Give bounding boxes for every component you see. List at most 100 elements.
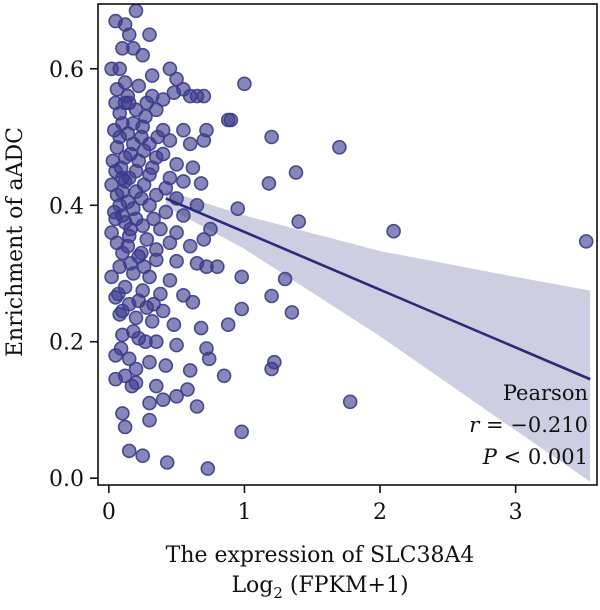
data-point: [201, 351, 217, 367]
data-point: [162, 235, 178, 251]
data-point: [182, 238, 198, 254]
data-point: [234, 424, 249, 440]
y-tick-label: 0.2: [49, 331, 84, 356]
data-point: [109, 82, 125, 97]
data-point: [134, 191, 149, 206]
data-point: [128, 163, 144, 179]
data-point: [134, 129, 149, 145]
data-point: [169, 253, 184, 269]
data-point: [144, 313, 160, 329]
data-point: [107, 122, 122, 138]
points-layer: [104, 3, 594, 476]
annotation-p-value: < 0.001: [497, 445, 588, 469]
data-point: [162, 272, 178, 288]
data-point: [284, 305, 300, 320]
data-point: [149, 102, 164, 118]
annotation-p: P < 0.001: [482, 445, 588, 469]
data-point: [182, 363, 198, 378]
data-point: [121, 351, 137, 367]
x-tick-label: 0: [102, 500, 116, 525]
data-point: [115, 303, 130, 319]
data-point: [128, 361, 144, 377]
data-point: [196, 88, 212, 104]
data-point: [111, 286, 126, 302]
regression-line: [165, 197, 591, 381]
data-point: [138, 109, 153, 124]
data-point: [578, 234, 594, 249]
x-tick-label: 1: [237, 500, 251, 525]
data-point: [185, 160, 201, 175]
data-point: [104, 269, 119, 285]
data-point: [123, 255, 138, 271]
data-point: [220, 317, 236, 333]
x-axis-log-subscript: 2: [273, 584, 283, 602]
annotation-r: r = −0.210: [469, 413, 588, 437]
data-point: [166, 317, 182, 333]
data-point: [180, 382, 195, 397]
ticks-layer: 0 1 2 3 0.0 0.2 0.4 0.6: [49, 58, 523, 525]
data-point: [109, 187, 125, 203]
data-point: [386, 223, 401, 239]
x-axis-title-line1: The expression of SLC38A4: [166, 543, 475, 568]
data-point: [136, 177, 152, 193]
data-point: [216, 368, 232, 384]
data-point: [237, 76, 252, 92]
data-point: [128, 3, 144, 19]
data-point: [158, 180, 174, 196]
data-point: [142, 395, 157, 411]
data-point: [169, 337, 184, 353]
data-point: [142, 354, 157, 370]
data-point: [120, 126, 136, 141]
data-point: [261, 176, 277, 191]
data-point: [166, 85, 182, 100]
data-point: [234, 301, 249, 317]
confidence-band: [165, 190, 591, 482]
data-point: [189, 399, 205, 414]
data-point: [136, 143, 152, 158]
regression-line-layer: [165, 197, 591, 381]
data-point: [120, 238, 136, 254]
data-point: [176, 122, 191, 138]
data-point: [142, 412, 157, 428]
annotation-p-symbol: P: [482, 445, 498, 469]
data-point: [162, 61, 178, 77]
data-point: [155, 92, 171, 107]
y-tick-label: 0.4: [49, 194, 84, 219]
data-point: [115, 406, 130, 421]
data-point: [203, 221, 218, 237]
data-point: [342, 394, 358, 410]
data-point: [169, 71, 184, 87]
data-point: [153, 221, 168, 237]
data-point: [266, 354, 282, 370]
data-point: [277, 271, 293, 287]
data-point: [126, 324, 141, 339]
data-point: [109, 140, 125, 155]
annotation-label: Pearson: [503, 381, 588, 405]
data-point: [230, 201, 245, 216]
data-point: [153, 286, 168, 302]
plot-frame: [97, 3, 598, 486]
data-point: [128, 310, 144, 326]
data-point: [264, 129, 279, 145]
data-point: [131, 293, 146, 309]
data-point: [131, 78, 146, 94]
data-point: [115, 208, 130, 223]
data-point: [169, 388, 184, 404]
data-point: [138, 334, 153, 350]
data-point: [142, 27, 157, 43]
data-point: [234, 269, 249, 285]
data-point: [332, 140, 347, 155]
data-point: [144, 160, 160, 175]
y-tick-label: 0.0: [49, 467, 84, 492]
data-point: [196, 133, 212, 148]
data-point: [176, 208, 191, 223]
data-point: [139, 232, 155, 247]
data-point: [149, 242, 164, 257]
data-point: [288, 165, 304, 180]
data-point: [159, 455, 175, 470]
data-point: [134, 245, 149, 261]
data-point: [200, 461, 216, 476]
data-point: [123, 146, 138, 162]
data-point: [123, 221, 138, 237]
data-point: [120, 194, 136, 210]
